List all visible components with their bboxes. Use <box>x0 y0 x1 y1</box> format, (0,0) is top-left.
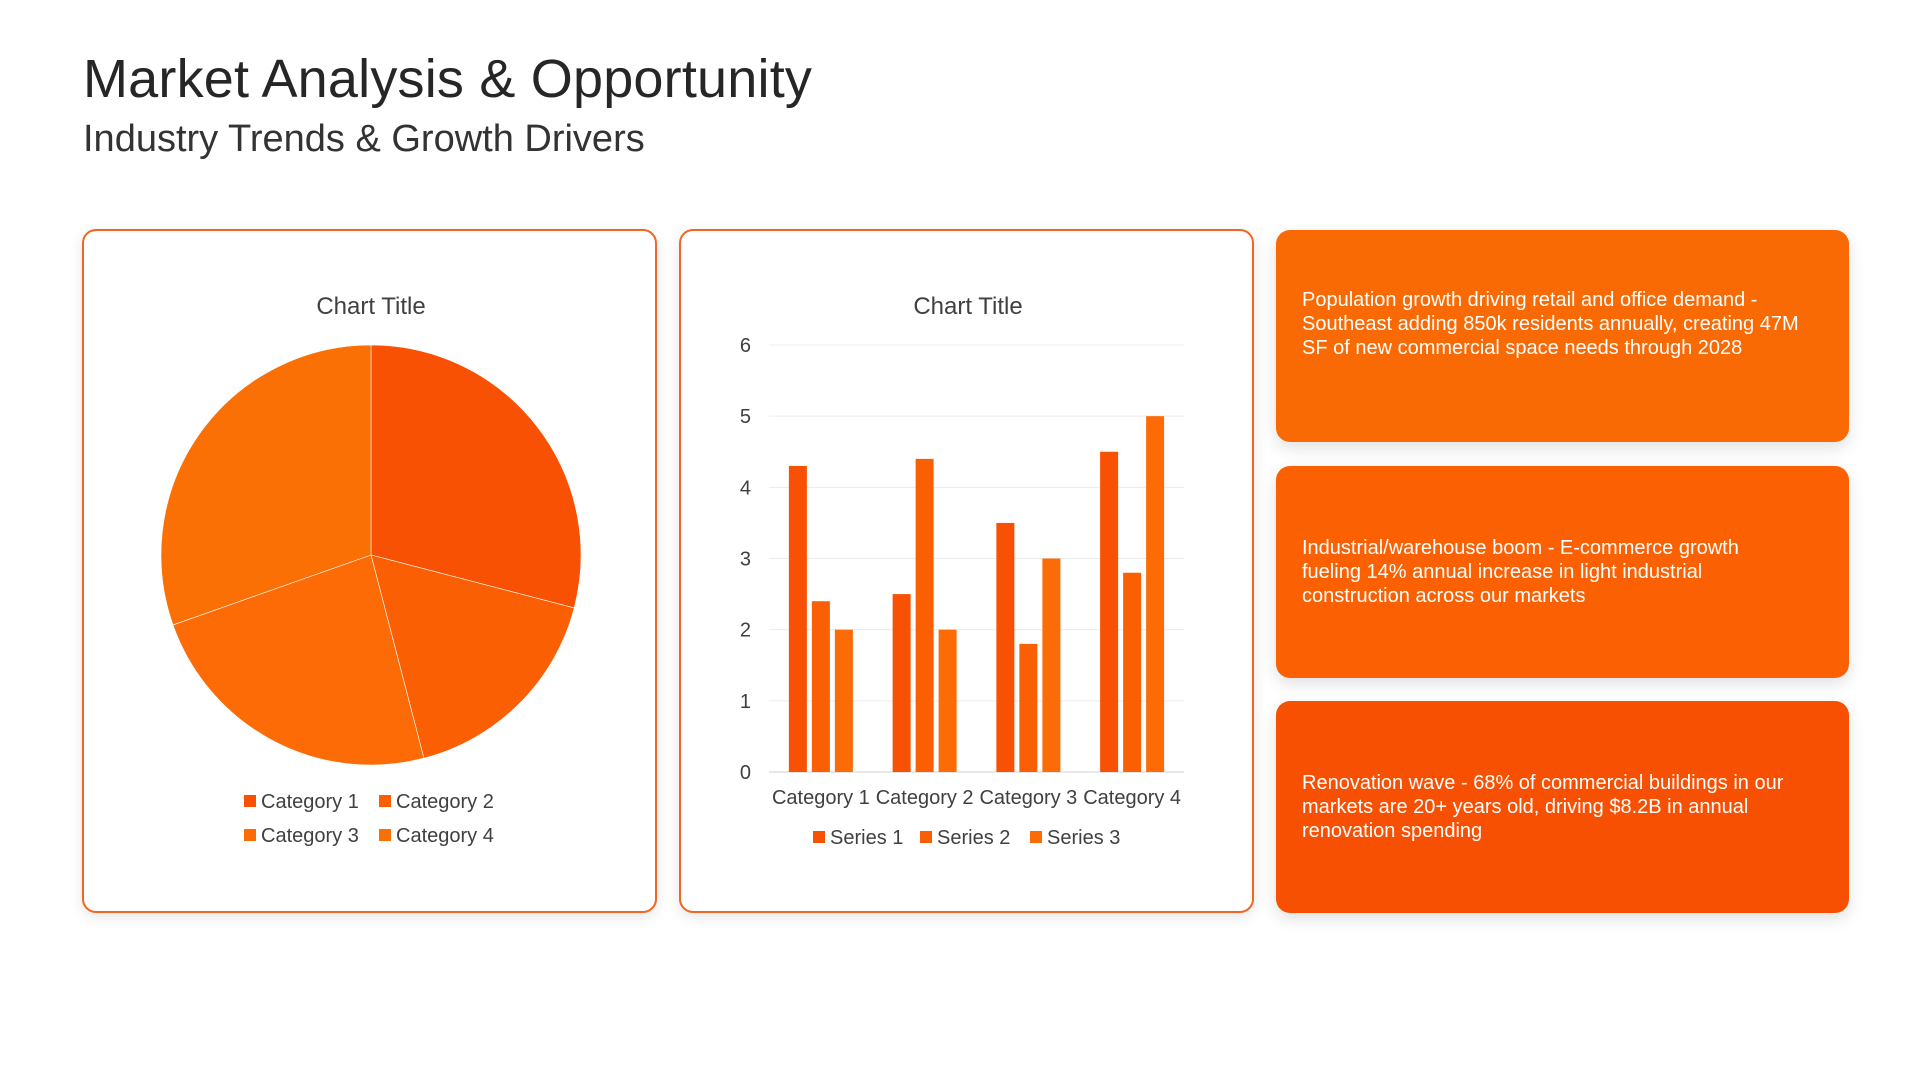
bar <box>1146 416 1165 772</box>
legend-swatch <box>1030 831 1042 843</box>
page-subtitle: Industry Trends & Growth Drivers <box>83 118 645 160</box>
legend-swatch <box>244 829 256 841</box>
x-tick-label: Category 4 <box>1083 787 1181 809</box>
legend-label: Category 3 <box>261 825 359 847</box>
chart-title: Chart Title <box>316 293 425 320</box>
legend-swatch <box>244 795 256 807</box>
legend-swatch <box>379 829 391 841</box>
pie-slice <box>370 554 575 759</box>
bar <box>811 601 830 772</box>
bar <box>915 458 934 772</box>
pie-slice <box>370 344 582 609</box>
bar <box>996 522 1015 772</box>
x-tick-label: Category 3 <box>979 787 1077 809</box>
bar <box>892 594 911 772</box>
y-tick-label: 1 <box>740 691 751 713</box>
pie-slice <box>172 554 425 766</box>
legend-swatch <box>813 831 825 843</box>
legend-label: Series 2 <box>937 827 1010 849</box>
trend-card-text: Population growth driving retail and off… <box>1302 289 1799 359</box>
bar <box>834 629 853 772</box>
legend-label: Category 2 <box>396 791 494 813</box>
legend-label: Category 1 <box>261 791 359 813</box>
y-tick-label: 4 <box>740 477 751 499</box>
bar-chart-panel: Chart Title 0 1 2 3 4 5 6 Category 1 Category 2 Ca… <box>679 229 1254 913</box>
bar <box>1042 558 1061 772</box>
y-tick-label: 2 <box>740 620 751 642</box>
y-tick-label: 0 <box>740 762 751 784</box>
y-tick-label: 5 <box>740 406 751 428</box>
x-tick-label: Category 2 <box>876 787 974 809</box>
bar <box>1100 451 1119 772</box>
bar <box>938 629 957 772</box>
bar <box>1123 572 1142 772</box>
page-title: Market Analysis & Opportunity <box>83 49 813 109</box>
pie-slice <box>160 344 372 626</box>
trend-card-text: Renovation wave - 68% of commercial buil… <box>1302 772 1784 842</box>
y-tick-label: 3 <box>740 549 751 571</box>
legend-swatch <box>920 831 932 843</box>
trend-card-population: Population growth driving retail and off… <box>1276 230 1849 442</box>
trend-card-text: Industrial/warehouse boom - E-commerce g… <box>1302 537 1739 607</box>
bar <box>788 465 807 772</box>
legend-swatch <box>379 795 391 807</box>
chart-title: Chart Title <box>913 293 1022 320</box>
pie-chart-panel: Chart Title Category 1 Category 2 Category … <box>82 229 657 913</box>
legend-label: Series 1 <box>830 827 903 849</box>
legend-label: Category 4 <box>396 825 494 847</box>
trend-card-industrial: Industrial/warehouse boom - E-commerce g… <box>1276 466 1849 678</box>
bar <box>1019 643 1038 772</box>
pie-chart: Chart Title Category 1 Category 2 Category … <box>160 293 582 847</box>
y-tick-label: 6 <box>740 335 751 357</box>
legend-label: Series 3 <box>1047 827 1120 849</box>
trend-card-renovation: Renovation wave - 68% of commercial buil… <box>1276 701 1849 913</box>
x-tick-label: Category 1 <box>772 787 870 809</box>
